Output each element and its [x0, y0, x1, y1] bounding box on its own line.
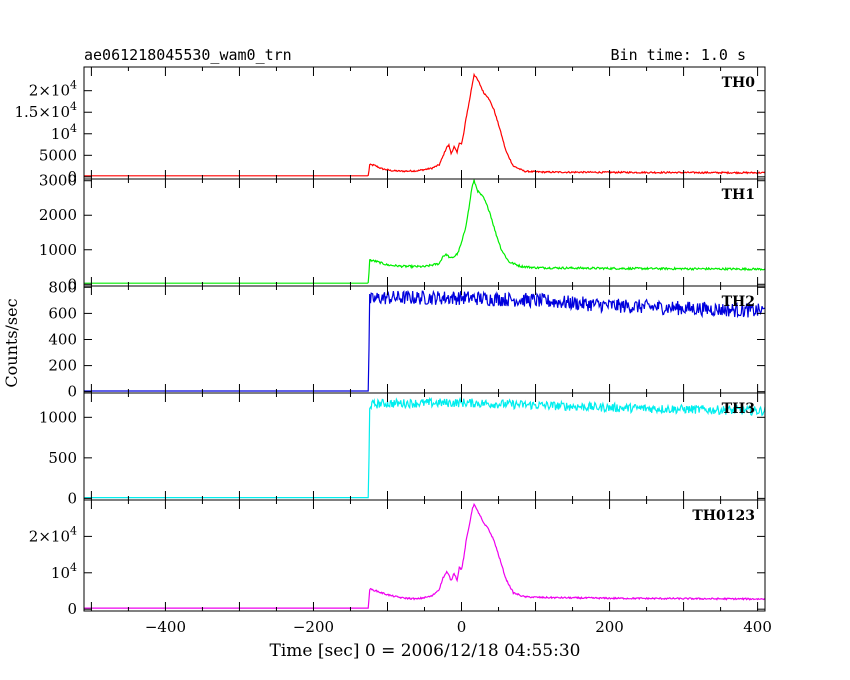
series-line-th3 — [84, 396, 766, 499]
panel-th3: 0 500 1000 TH3 — [39, 392, 766, 507]
x-tick-label: 400 — [743, 618, 772, 636]
series-line-th2 — [84, 289, 766, 392]
panel-label: TH3 — [722, 401, 755, 417]
y-tick-label: 0 — [67, 489, 77, 507]
x-tick-label: 0 — [457, 618, 467, 636]
y-tick-label: 2000 — [39, 206, 77, 224]
panel-frame — [83, 499, 766, 612]
x-tick-label: −400 — [145, 618, 186, 636]
panel-label: TH0123 — [692, 508, 755, 524]
panel-th1: 0 1000 2000 3000 TH1 — [39, 172, 766, 293]
y-tick-label: 0 — [67, 600, 77, 618]
y-tick-label: 104 — [51, 561, 77, 582]
chart-title: ae061218045530_wam0_trn — [84, 46, 292, 64]
panel-th0123: 0 104 2×104 TH0123 — [29, 499, 766, 618]
y-tick-label: 500 — [48, 449, 77, 467]
series-line-th0 — [84, 72, 766, 177]
y-tick-label: 104 — [51, 122, 77, 143]
x-tick-labels: −400 −200 0 200 400 — [145, 618, 772, 636]
y-tick-label: 2×104 — [29, 524, 77, 545]
y-tick-label: 3000 — [39, 172, 77, 190]
x-tick-label: 200 — [595, 618, 624, 636]
y-tick-label: 200 — [48, 357, 77, 375]
series-line-th1 — [84, 179, 766, 284]
y-tick-label: 1000 — [39, 408, 77, 426]
y-tick-label: 800 — [48, 278, 77, 296]
bin-time-label: Bin time: 1.0 s — [611, 46, 746, 64]
panel-label: TH2 — [722, 294, 755, 310]
y-tick-label: 2×104 — [29, 79, 77, 100]
y-tick-label: 1.5×104 — [14, 100, 77, 121]
series-line-th0123 — [84, 502, 766, 609]
x-axis-label: Time [sec] 0 = 2006/12/18 04:55:30 — [270, 641, 581, 661]
panel-label: TH0 — [722, 75, 756, 91]
y-axis-label: Counts/sec — [2, 298, 21, 387]
y-tick-label: 400 — [48, 331, 77, 349]
y-tick-label: 0 — [67, 168, 77, 186]
panel-frame — [83, 66, 766, 180]
y-tick-label: 0 — [67, 383, 77, 401]
panel-label: TH1 — [722, 187, 755, 203]
panel-th2: 0 200 400 600 800 TH2 — [48, 278, 766, 401]
y-tick-label: 5000 — [39, 146, 77, 164]
y-tick-label: 0 — [67, 275, 77, 293]
y-tick-label: 1000 — [39, 241, 77, 259]
x-tick-label: −200 — [293, 618, 334, 636]
panel-frame — [83, 178, 766, 287]
y-tick-label: 600 — [48, 304, 77, 322]
